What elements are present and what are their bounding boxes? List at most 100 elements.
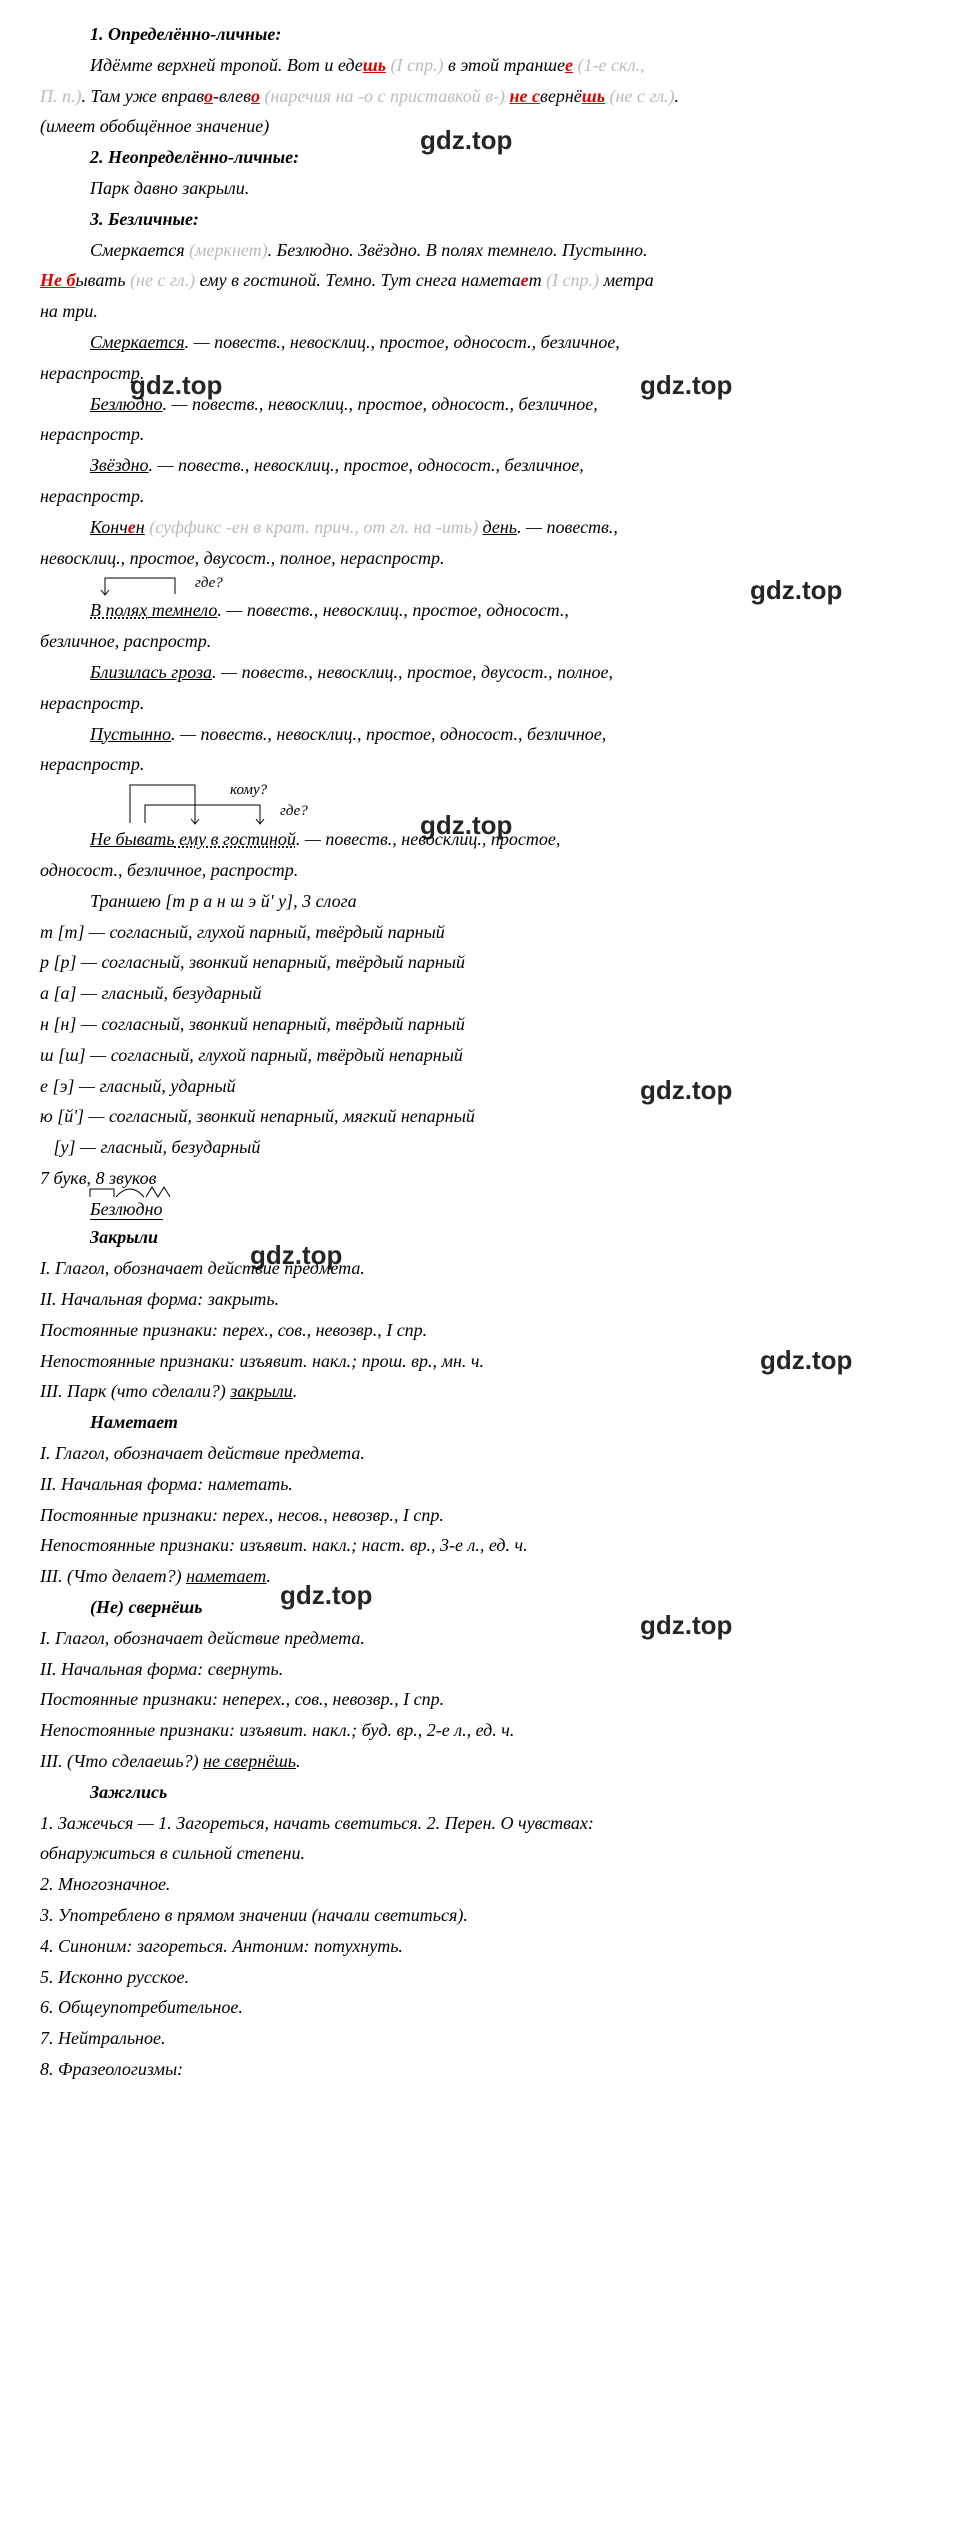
sentence-5-wrap: где? В полях темнело. — повеств., невоск… [40,574,920,625]
highlight: е [565,55,573,75]
text: . — повеств., невосклиц., простое, двусо… [212,662,613,682]
analysis-row: 1. Зажечься — 1. Загореться, начать свет… [40,1809,920,1838]
text: . — повеств., невосклиц., простое, однос… [171,724,606,744]
sentence-2: Безлюдно. — повеств., невосклиц., просто… [40,390,920,419]
underline: Не бывать [90,829,175,849]
note: (суффикс -ен в крат. прич., от гл. на -и… [145,517,483,537]
sentence-8: Не бывать ему в гостиной. — повеств., не… [90,825,920,854]
analysis-row: III. (Что сделаешь?) не свернёшь. [40,1747,920,1776]
text: III. (Что делает?) [40,1566,186,1586]
sentence-4b: невосклиц., простое, двусост., полное, н… [40,544,920,573]
line-7: на три. [40,297,920,326]
text: Идёмте верхней тропой. Вот и еде [90,55,363,75]
sentence-8b: односост., безличное, распростр. [40,856,920,885]
analysis-row: 4. Синоним: загореться. Антоним: потухну… [40,1932,920,1961]
analysis-row: Непостоянные признаки: изъявит. накл.; п… [40,1347,920,1376]
highlight: Не б [40,270,75,290]
text: ему в гостиной. Темно. Тут снега намета [200,270,521,290]
text: в этой транше [444,55,566,75]
sentence-3b: нераспростр. [40,482,920,511]
analysis-row: 6. Общеупотребительное. [40,1993,920,2022]
underline: Кончен [90,517,145,537]
line-4: Парк давно закрыли. [40,174,920,203]
text: . — повеств., невосклиц., простое, [296,829,560,849]
underline: в гостиной [206,829,296,849]
analysis-row: Постоянные признаки: неперех., сов., нев… [40,1685,920,1714]
analysis-row: III. Парк (что сделали?) закрыли. [40,1377,920,1406]
sentence-1: Смеркается. — повеств., невосклиц., прос… [40,328,920,357]
highlight: о [251,86,260,106]
highlight: не с [510,86,540,106]
sentence-2b: нераспростр. [40,420,920,449]
sentence-4: Кончен (суффикс -ен в крат. прич., от гл… [40,513,920,542]
heading-1: 1. Определённо-личные: [40,20,920,49]
heading-zakryli: Закрыли [40,1223,920,1252]
highlight: о [204,86,213,106]
line-3: (имеет обобщённое значение) [40,112,920,141]
morpheme-analysis: Безлюдно [40,1195,920,1224]
underline: Безлюдно [90,394,163,414]
highlight: е [128,517,136,537]
analysis-row: III. (Что делает?) наметает. [40,1562,920,1591]
analysis-row: 2. Многозначное. [40,1870,920,1899]
text: . [266,1566,271,1586]
underline: Близилась [90,662,167,682]
morpheme-word: Безлюдно [90,1199,163,1220]
heading-2: 2. Неопределённо-личные: [40,143,920,172]
note: (наречия на -о с приставкой в-) [260,86,510,106]
sentence-3: Звёздно. — повеств., невосклиц., простое… [40,451,920,480]
note: (I спр.) [386,55,443,75]
sentence-5: В полях темнело. — повеств., невосклиц.,… [90,596,920,625]
underline: день [483,517,517,537]
text: . [293,1381,298,1401]
analysis-row: Постоянные признаки: перех., несов., нев… [40,1501,920,1530]
text: . Безлюдно. Звёздно. В полях темнело. Пу… [268,240,648,260]
heading-3: 3. Безличные: [40,205,920,234]
note: П. п.) [40,86,82,106]
underline: закрыли [230,1381,292,1401]
sentence-5b: безличное, распростр. [40,627,920,656]
text: . Там уже вправ [82,86,205,106]
text: метра [604,270,654,290]
analysis-row: 3. Употреблено в прямом значении (начали… [40,1901,920,1930]
sentence-8-wrap: кому? где? Не бывать ему в гостиной. — п… [40,781,920,854]
text: -влев [213,86,251,106]
analysis-row: II. Начальная форма: наметать. [40,1470,920,1499]
phoneme-row: р [р] — согласный, звонкий непарный, твё… [40,948,920,977]
text: . — повеств., [517,517,618,537]
text: . — повеств., невосклиц., простое, однос… [149,455,584,475]
analysis-row: обнаружиться в сильной степени. [40,1839,920,1868]
question-label: где? [195,571,223,595]
analysis-row: Непостоянные признаки: изъявит. накл.; н… [40,1531,920,1560]
analysis-row: II. Начальная форма: закрыть. [40,1285,920,1314]
analysis-row: 5. Исконно русское. [40,1963,920,1992]
analysis-row: 7. Нейтральное. [40,2024,920,2053]
text: вернё [540,86,582,106]
sentence-7: Пустынно. — повеств., невосклиц., просто… [40,720,920,749]
underline: В полях [90,600,147,620]
text: Конч [90,517,128,537]
underline: Пустынно [90,724,171,744]
text: . [675,86,680,106]
line-6: Не бывать (не с гл.) ему в гостиной. Тем… [40,266,920,295]
underline: Звёздно [90,455,149,475]
sentence-6: Близилась гроза. — повеств., невосклиц.,… [40,658,920,687]
sentence-6b: нераспростр. [40,689,920,718]
note: (I спр.) [542,270,604,290]
question-label: кому? [230,778,267,802]
note: (меркнет) [185,240,268,260]
phoneme-row: а [а] — гласный, безударный [40,979,920,1008]
analysis-row: Постоянные признаки: перех., сов., невоз… [40,1316,920,1345]
analysis-row: I. Глагол, обозначает действие предмета. [40,1624,920,1653]
heading-zazhglis: Зажглись [40,1778,920,1807]
heading-svernesh: (Не) свернёшь [40,1593,920,1622]
underline: наметает [186,1566,266,1586]
sentence-1b: нераспростр. [40,359,920,388]
line-5: Смеркается (меркнет). Безлюдно. Звёздно.… [40,236,920,265]
phoneme-row: [у] — гласный, безударный [40,1133,920,1162]
underline: темнело [147,600,217,620]
phoneme-row: е [э] — гласный, ударный [40,1072,920,1101]
heading-nametaet: Наметает [40,1408,920,1437]
phoneme-row: н [н] — согласный, звонкий непарный, твё… [40,1010,920,1039]
sentence-7b: нераспростр. [40,750,920,779]
